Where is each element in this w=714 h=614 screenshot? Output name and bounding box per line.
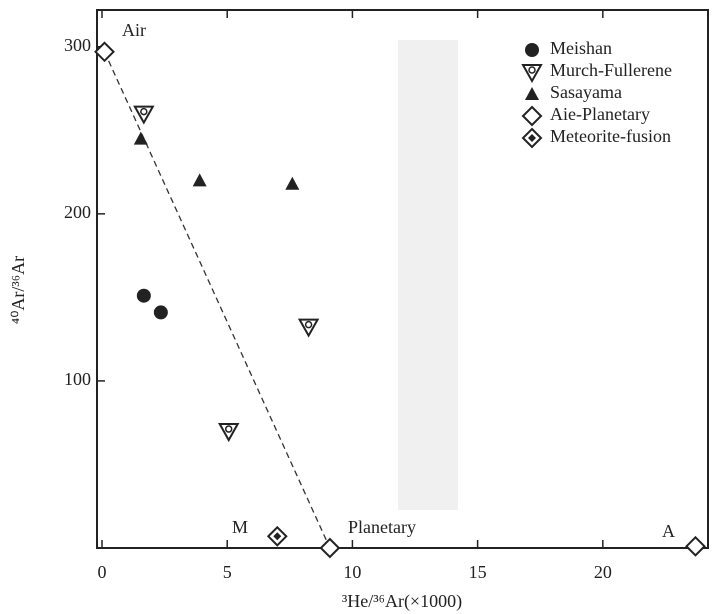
marker-shape — [136, 288, 151, 303]
point — [297, 318, 320, 338]
x-tick-label: 15 — [469, 562, 487, 582]
marker-shape — [525, 43, 539, 57]
x-tick-label: 20 — [594, 562, 612, 582]
y-tick-label: 200 — [64, 202, 91, 222]
legend-marker — [521, 127, 543, 149]
x-tick-label: 5 — [223, 562, 232, 582]
marker-shape — [224, 425, 233, 433]
annotation: Air — [122, 20, 146, 40]
legend-label: Sasayama — [550, 82, 622, 102]
annotation: A — [662, 521, 675, 541]
legend-marker — [521, 105, 543, 127]
legend-label: Murch-Fullerene — [550, 60, 672, 80]
annotation: M — [232, 517, 248, 537]
y-tick-label: 300 — [64, 35, 91, 55]
marker-shape — [528, 66, 536, 74]
marker-shape — [685, 535, 706, 557]
point — [685, 535, 706, 557]
point — [285, 176, 300, 190]
marker-shape — [94, 41, 115, 63]
point — [153, 305, 168, 320]
point — [136, 288, 151, 303]
marker-shape — [521, 105, 543, 127]
point — [192, 173, 207, 187]
marker-shape — [319, 537, 341, 559]
marker-shape — [140, 107, 148, 116]
legend-label: Meishan — [550, 38, 612, 58]
x-axis-label: ³He/³⁶Ar(×1000) — [342, 591, 462, 612]
point — [319, 537, 341, 559]
background-ghost — [398, 40, 458, 510]
y-axis-label: ⁴⁰Ar/³⁶Ar — [8, 256, 28, 324]
legend-label: Aie-Planetary — [550, 104, 650, 124]
marker-shape — [525, 87, 539, 100]
legend-label: Meteorite-fusion — [550, 126, 671, 146]
point — [94, 41, 115, 63]
marker-shape — [153, 305, 168, 320]
point — [218, 423, 240, 443]
legend-marker — [521, 64, 543, 84]
x-tick-label: 10 — [343, 562, 361, 582]
x-tick-label: 0 — [98, 562, 107, 582]
point — [133, 105, 155, 125]
marker-shape — [133, 131, 148, 145]
point — [266, 525, 288, 547]
y-tick-label: 100 — [64, 369, 91, 389]
marker-shape — [273, 532, 282, 541]
marker-shape — [528, 134, 536, 142]
legend-marker — [525, 43, 539, 57]
point — [133, 131, 148, 145]
marker-shape — [192, 173, 207, 187]
annotation: Planetary — [348, 517, 416, 537]
legend-marker — [525, 87, 539, 100]
marker-shape — [304, 320, 313, 329]
marker-shape — [285, 176, 300, 190]
plot-frame — [96, 9, 709, 549]
